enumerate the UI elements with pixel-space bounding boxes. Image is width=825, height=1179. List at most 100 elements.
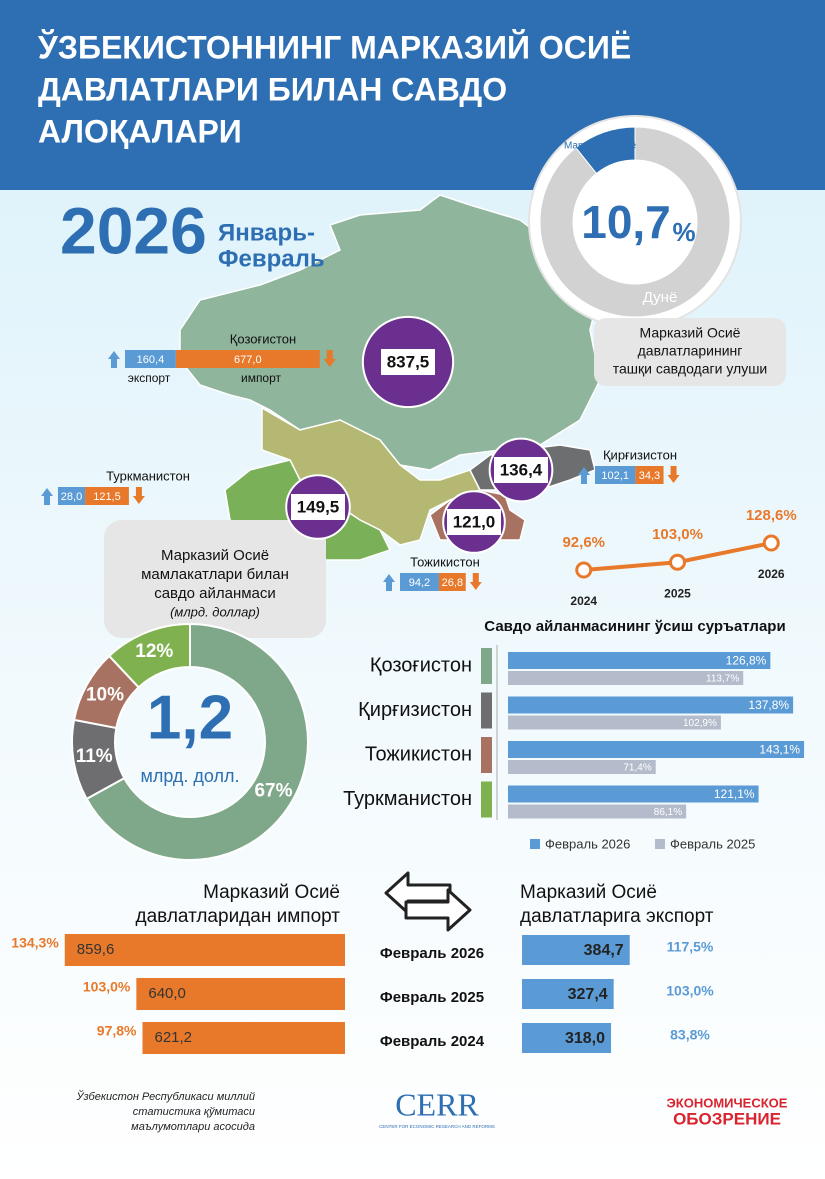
title-line: АЛОҚАЛАРИ [38, 113, 242, 149]
bubble-label: 136,4 [500, 460, 543, 479]
center-value: 10,7 [581, 196, 671, 248]
import-bar [142, 1022, 345, 1054]
growth-point [575, 561, 593, 579]
export-bar [522, 935, 630, 965]
chart-title: Савдо айланмасининг ўсиш суръатлари [484, 618, 785, 635]
category-label: Февраль 2026 [380, 945, 484, 962]
growth-label: 134,3% [11, 935, 59, 951]
segment-label: Марказий Осиё [564, 141, 637, 152]
legend-label: Февраль 2026 [545, 836, 630, 851]
trade-bar [125, 350, 176, 368]
import-arrow [132, 487, 145, 504]
cerr-subtitle: CENTER FOR ECONOMIC RESEARCH AND REFORMS [379, 1124, 495, 1129]
growth-label: 97,8% [97, 1023, 137, 1039]
category-swatch [481, 648, 492, 684]
value-label: 318,0 [565, 1030, 605, 1047]
bar [508, 696, 794, 714]
trade-bar [85, 487, 129, 505]
trade-bar [58, 487, 86, 505]
y-tick-label: Тожикистон [365, 743, 472, 765]
category-label: Февраль 2024 [380, 1033, 485, 1050]
x-tick-label: 2025 [664, 586, 691, 600]
bar [508, 652, 771, 669]
growth-label: 117,5% [667, 939, 714, 955]
value-label: 113,7% [706, 674, 739, 685]
series-name: экспорт [128, 371, 171, 385]
bubble-label: 837,5 [387, 352, 430, 371]
source-line: статистика қўмитаси [133, 1106, 255, 1118]
value-label: 859,6 [77, 941, 115, 958]
donut-segment [107, 622, 191, 689]
value-label: 121,1% [714, 787, 755, 801]
exchange-icon [384, 871, 472, 932]
legend-swatch [530, 839, 540, 849]
trade-bar [635, 466, 664, 484]
category-swatch [481, 737, 492, 773]
export-arrow [383, 574, 395, 591]
value-label: 640,0 [148, 985, 186, 1002]
source-line: маълумотлари асосида [131, 1121, 255, 1133]
import-bar [64, 934, 346, 966]
trade-bar-label: 160,4 [137, 354, 165, 366]
segment-label: 11% [76, 746, 113, 767]
caption-box [594, 318, 786, 386]
import-arrow [323, 350, 336, 367]
trade-bar [175, 350, 320, 368]
eo-logo: ОБОЗРЕНИЕ [673, 1109, 781, 1128]
segment-label: 12% [135, 641, 173, 662]
bubble-label-box [447, 509, 501, 535]
trade-bar [595, 466, 636, 484]
segment-label: Дунё [643, 289, 678, 306]
trade-bar-label: 28,0 [61, 491, 82, 503]
y-tick-label: Қирғизистон [358, 699, 472, 721]
growth-label: 103,0% [666, 983, 714, 999]
export-bar [522, 1023, 612, 1053]
bar [508, 760, 656, 774]
export-arrow [108, 351, 120, 368]
bubble-label-box [494, 457, 548, 483]
import-bar [136, 978, 345, 1010]
donut-segment [539, 126, 731, 318]
trade-bar [438, 573, 466, 591]
value-label: 86,1% [654, 807, 682, 818]
x-tick-label: 2026 [758, 567, 785, 581]
y-tick-label: Туркманистон [343, 788, 472, 810]
trade-bar-label: 94,2 [409, 577, 430, 589]
caption-note: (млрд. доллар) [170, 604, 260, 619]
caption-line: ташқи савдодаги улуши [613, 361, 768, 377]
value-label: 128,6% [746, 507, 797, 524]
series-title: давлатларига экспорт [520, 906, 714, 927]
trade-bar-label: 121,5 [93, 491, 121, 503]
bubble-label: 149,5 [297, 497, 340, 516]
series-name: импорт [241, 371, 282, 385]
trade-bar [400, 573, 439, 591]
caption-line: мамлакатлари билан [141, 566, 289, 583]
category-label: Февраль 2025 [380, 989, 484, 1006]
caption-line: давлатларининг [638, 343, 743, 359]
eo-logo: ЭКОНОМИЧЕСКОЕ [667, 1095, 788, 1110]
value-label: 143,1% [759, 743, 800, 757]
trade-bar-label: 102,1 [601, 470, 629, 482]
import-arrow [667, 466, 680, 483]
country-name: Қозоғистон [230, 331, 296, 346]
import-arrow [469, 573, 482, 590]
period-line: Январь- [218, 219, 315, 246]
value-label: 71,4% [623, 763, 651, 774]
segment-label: 67% [254, 780, 292, 801]
center-unit: млрд. долл. [140, 766, 239, 786]
value-label: 103,0% [652, 526, 703, 543]
caption-line: Марказий Осиё [640, 325, 741, 341]
bubble-label-box [381, 349, 435, 375]
growth-label: 83,8% [670, 1027, 710, 1043]
growth-label: 103,0% [83, 979, 131, 995]
bar [508, 671, 744, 685]
caption-line: Марказий Осиё [161, 547, 269, 564]
value-label: 102,9% [683, 718, 717, 729]
cerr-logo: CERR [395, 1086, 479, 1122]
x-tick-label: 2024 [570, 594, 597, 608]
value-label: 327,4 [568, 986, 608, 1003]
bubble-label: 121,0 [453, 512, 496, 531]
center-unit: % [672, 217, 695, 247]
y-tick-label: Қозоғистон [370, 654, 472, 676]
